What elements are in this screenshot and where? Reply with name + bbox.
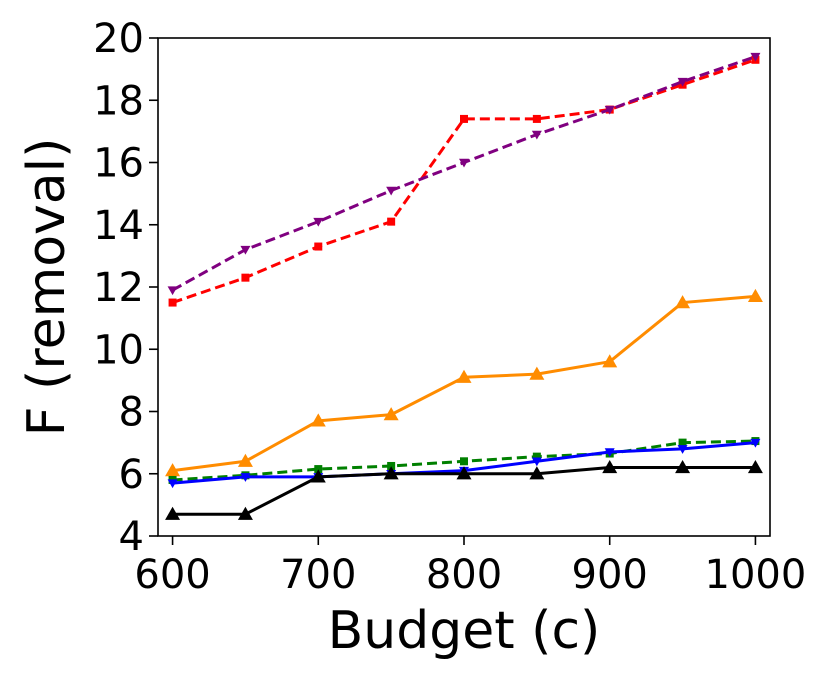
x-tick-label: 700 [280,552,356,598]
data-point [747,288,763,302]
data-point [750,438,761,448]
data-point [240,473,251,482]
data-point [313,217,324,227]
data-point [165,506,181,520]
data-point [602,354,618,368]
series-layer [165,52,763,520]
data-point [529,466,545,480]
data-point [675,295,691,309]
y-axis: 4 6 8 10 12 14 16 18 20 [93,16,158,560]
data-point [456,369,472,383]
y-tick-label: 18 [93,78,144,124]
y-tick-label: 6 [119,452,144,498]
y-tick-label: 10 [93,327,144,373]
data-point [460,457,468,466]
data-point [459,158,469,168]
data-point [677,77,688,87]
data-point [747,460,763,474]
y-tick-label: 20 [93,16,144,62]
data-point [168,298,177,307]
data-point [675,460,691,474]
y-axis-label: F (removal) [17,138,77,437]
data-point [314,465,323,474]
data-point [241,273,250,282]
x-tick-label: 900 [572,552,648,598]
data-point [383,407,399,421]
y-tick-label: 8 [119,390,144,436]
y-tick-label: 16 [93,141,144,187]
data-point [529,366,545,380]
data-point [240,245,251,255]
y-tick-label: 14 [93,203,144,249]
y-tick-label: 12 [93,265,144,311]
data-point [750,52,761,62]
data-point [677,445,688,454]
data-point [165,463,181,477]
x-tick-label: 600 [134,552,210,598]
data-point [167,286,178,296]
y-tick-label: 4 [119,514,144,560]
data-point [602,460,618,474]
x-tick-label: 800 [426,552,502,598]
data-point [531,457,542,467]
data-point [678,438,687,447]
data-point [314,242,323,251]
data-point [310,413,326,427]
data-point [532,114,541,123]
data-point [460,114,468,123]
data-point [237,453,253,467]
data-point [387,461,396,470]
series-line [172,58,756,304]
series-1 [167,52,761,296]
series-5 [165,460,763,520]
data-point [604,105,615,115]
data-point [167,479,178,489]
data-point [604,448,615,457]
data-point [387,217,396,226]
data-point [531,130,542,140]
data-point [532,452,541,461]
data-point [386,186,397,196]
series-2 [165,288,763,477]
x-tick-label: 1000 [705,552,807,598]
data-point [237,506,253,520]
data-point [310,469,326,483]
x-axis-label: Budget (c) [328,601,601,661]
data-point [456,466,472,480]
data-point [383,466,399,480]
x-axis: 600 700 800 900 1000 [134,536,806,598]
